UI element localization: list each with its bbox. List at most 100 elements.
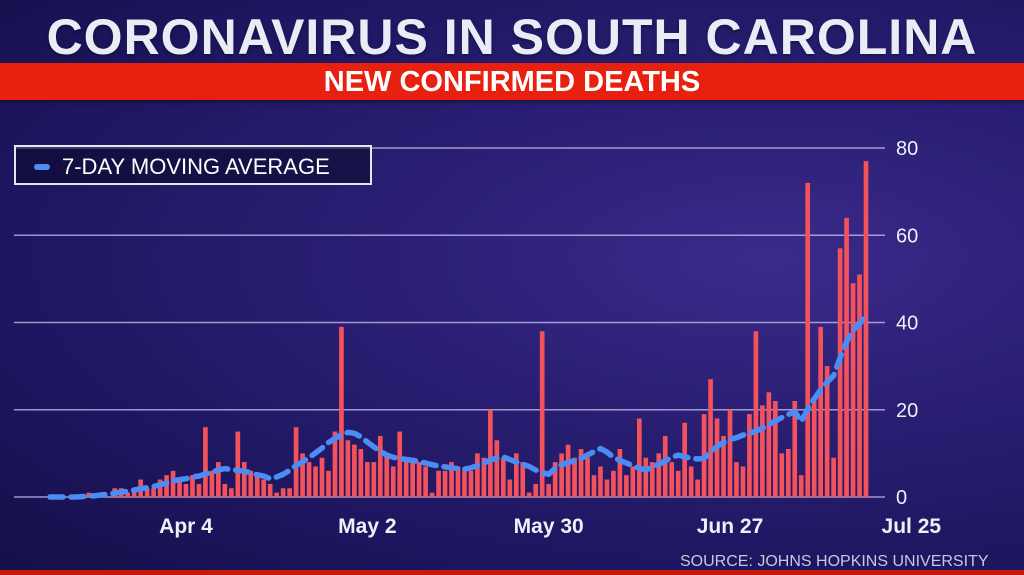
bar [229, 488, 234, 497]
bar [287, 488, 292, 497]
bar [377, 435, 383, 497]
bar [339, 326, 344, 497]
bottom-rule [0, 570, 1024, 575]
bar [196, 483, 202, 497]
bar [844, 217, 849, 498]
bar [837, 248, 843, 497]
bar [552, 462, 558, 497]
bar [507, 479, 513, 497]
bar [300, 453, 305, 497]
bar [151, 488, 156, 497]
bar [656, 453, 662, 497]
bar [144, 488, 150, 497]
bar [513, 453, 519, 497]
bar [792, 401, 798, 497]
bar [241, 462, 247, 497]
bar [365, 462, 370, 497]
bar [371, 462, 377, 497]
bar [766, 392, 772, 497]
bar [811, 401, 817, 497]
bar [332, 431, 338, 497]
bar [481, 457, 487, 497]
bar [520, 462, 526, 497]
bar [235, 431, 241, 497]
y-tick-label: 80 [896, 138, 918, 160]
bar [261, 479, 267, 497]
bar [649, 462, 655, 497]
bar [397, 431, 403, 497]
bar [125, 492, 131, 497]
bar [662, 435, 668, 497]
bar [436, 470, 441, 497]
bar [326, 470, 331, 497]
bar [785, 449, 791, 497]
bar [637, 418, 642, 497]
bar [488, 409, 493, 497]
bar [585, 457, 590, 497]
average-line [47, 311, 869, 500]
bar [539, 331, 545, 497]
bar [714, 418, 720, 497]
x-tick-label: May 30 [514, 515, 584, 538]
bar [760, 405, 765, 497]
bar [740, 466, 746, 497]
bar [533, 483, 539, 497]
bar [501, 457, 506, 497]
chart-title: CORONAVIRUS IN SOUTH CAROLINA [46, 9, 978, 65]
bar [591, 475, 597, 497]
bar [526, 492, 532, 497]
legend-dash-icon [34, 164, 50, 170]
bar [598, 466, 603, 497]
bar [190, 475, 195, 497]
bar [565, 444, 571, 497]
bar [403, 462, 409, 497]
bar [798, 475, 804, 497]
bar [850, 283, 856, 497]
bar [177, 479, 182, 497]
bar [727, 409, 733, 497]
subtitle-banner: NEW CONFIRMED DEATHS [0, 63, 1024, 100]
bar [384, 453, 390, 497]
x-axis: Apr 4 May 2 May 30 Jun 27 Jul 25 [159, 515, 941, 538]
bar [462, 470, 467, 497]
bar [345, 440, 351, 497]
bar [578, 449, 584, 497]
bar [170, 470, 176, 497]
bar [410, 457, 415, 497]
y-tick-label: 0 [896, 487, 907, 509]
bar [857, 274, 862, 497]
bar [157, 479, 163, 497]
bar [216, 462, 221, 497]
bar [475, 453, 480, 497]
bar [675, 470, 681, 497]
bar [416, 462, 422, 497]
bar [423, 466, 428, 497]
x-tick-label: Jul 25 [882, 515, 942, 538]
bar [604, 479, 610, 497]
bar [358, 449, 364, 497]
bar [669, 462, 675, 497]
source-note: SOURCE: JOHNS HOPKINS UNIVERSITY [680, 553, 989, 570]
bar [818, 326, 823, 497]
bar [390, 466, 396, 497]
bar [293, 427, 299, 497]
bar [805, 182, 811, 497]
bar [643, 457, 649, 497]
bar [747, 414, 752, 497]
bar [617, 449, 623, 497]
bar [429, 492, 435, 497]
bar [546, 483, 551, 497]
bar [442, 470, 448, 497]
y-tick-label: 20 [896, 400, 918, 422]
bar [824, 366, 830, 497]
legend-label: 7-DAY MOVING AVERAGE [62, 154, 330, 179]
bar [863, 161, 869, 497]
bar [721, 435, 726, 497]
bar [708, 379, 713, 497]
bar [203, 427, 208, 497]
y-axis: 0 20 40 60 80 [896, 138, 918, 509]
bar [734, 462, 739, 497]
legend: 7-DAY MOVING AVERAGE [14, 145, 372, 185]
bar [313, 466, 318, 497]
